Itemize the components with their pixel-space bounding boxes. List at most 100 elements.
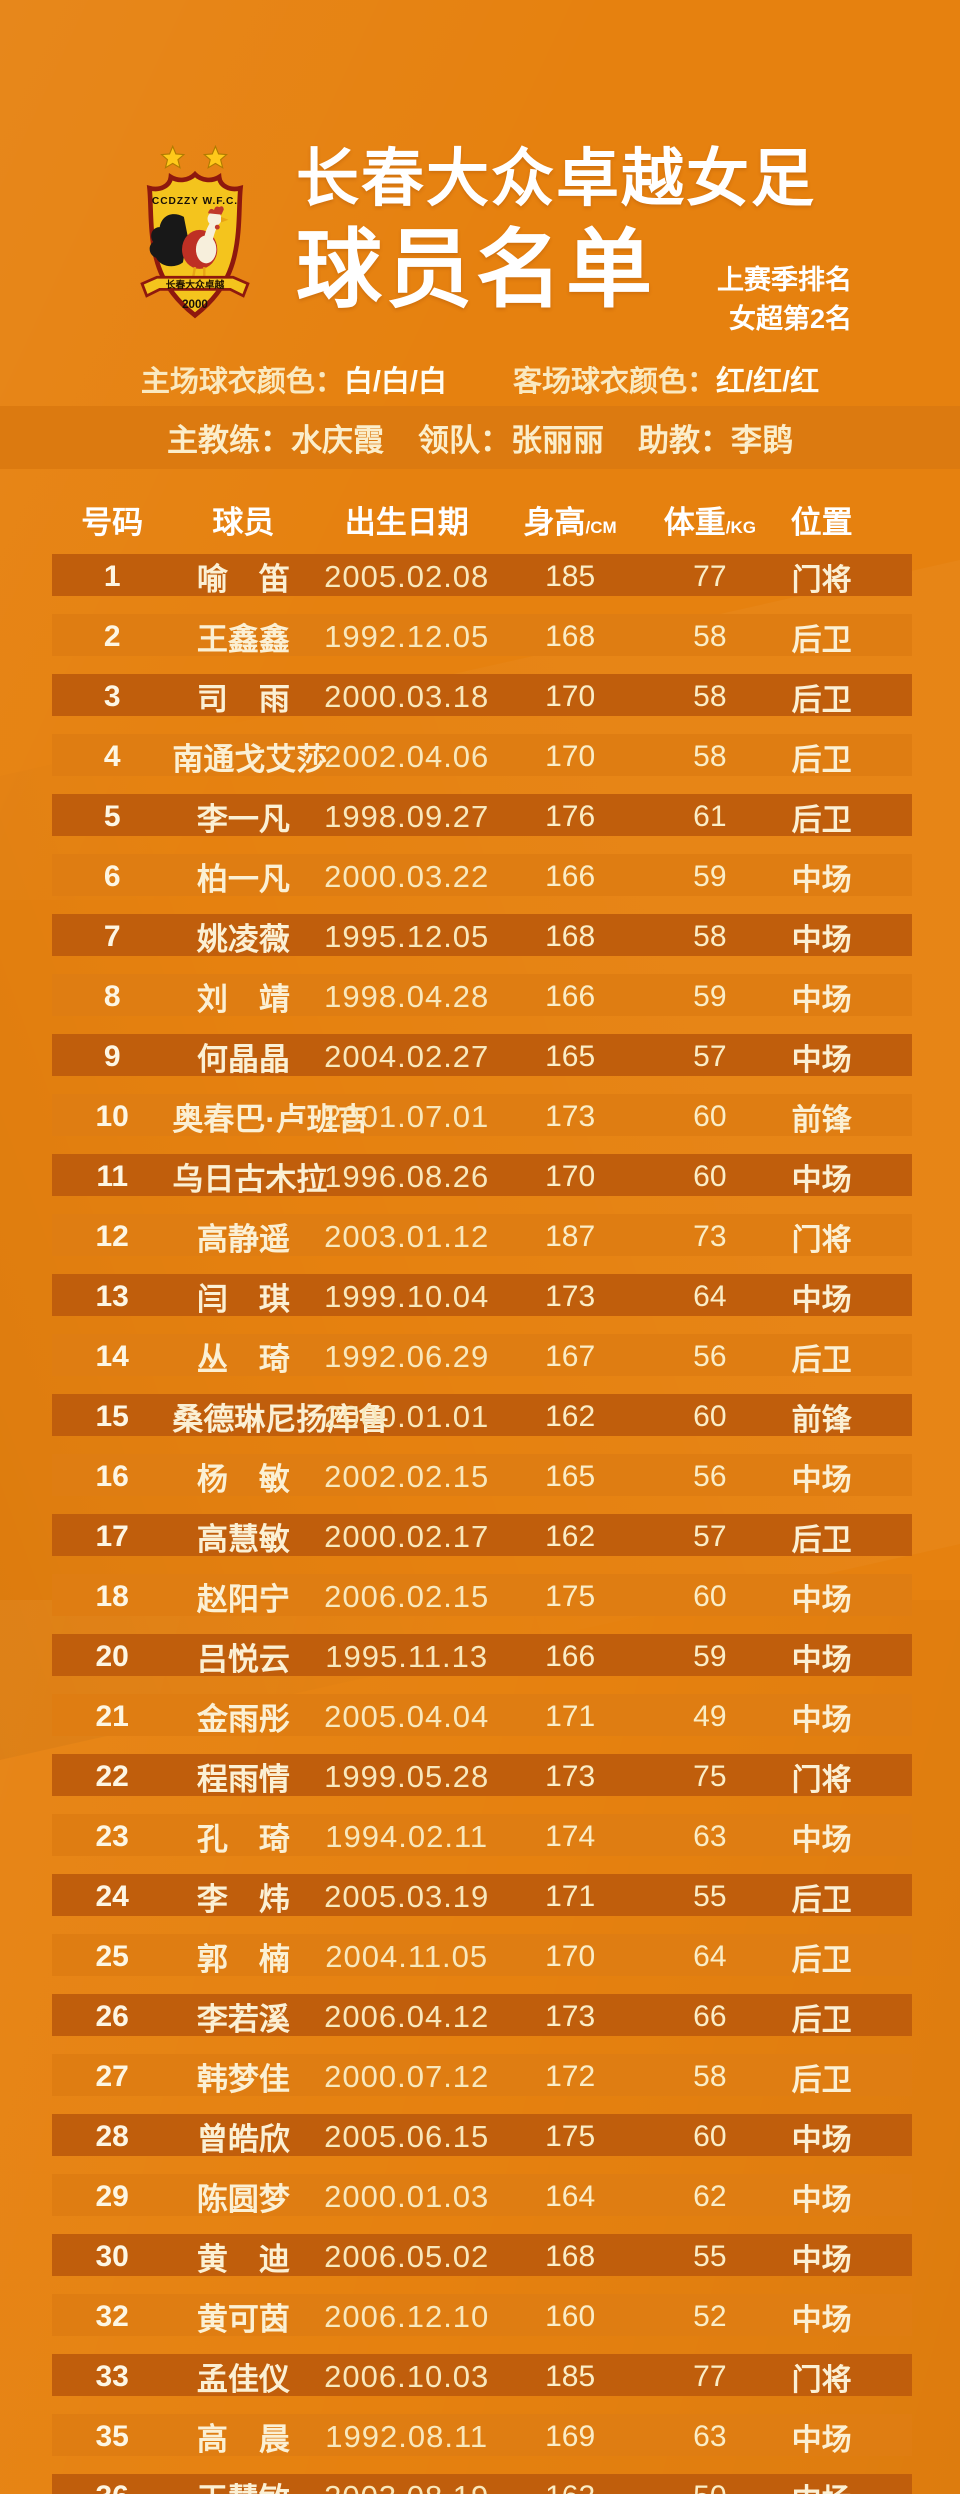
table-row: 17 高慧敏 2000.02.17 162 57 后卫 — [52, 1514, 912, 1557]
cell-position: 门将 — [791, 2363, 852, 2397]
cell-height: 171 — [545, 1879, 596, 1913]
cell-weight: 63 — [693, 1819, 727, 1853]
table-header: 号码 球员 出生日期 身高/CM 体重/KG 位置 — [52, 496, 912, 542]
cell-number: 21 — [95, 1699, 129, 1733]
table-row: 30 黄 迪 2006.05.02 168 55 中场 — [52, 2234, 912, 2277]
cell-player-name: 乌日古木拉 — [172, 1162, 328, 1197]
page-subtitle: 球员名单 — [296, 222, 656, 318]
cell-number: 33 — [95, 2359, 129, 2393]
cell-position: 前锋 — [791, 1403, 852, 1437]
cell-weight: 59 — [693, 859, 727, 893]
cell-player-name: 桑德琳尼扬库鲁 — [172, 1402, 390, 1437]
roster-table: 1 喻 笛 2005.02.08 185 77 门将 2 王鑫鑫 1992.12… — [52, 554, 912, 2494]
cell-weight: 52 — [693, 2299, 727, 2333]
cell-position: 中场 — [791, 1823, 852, 1857]
cell-weight: 59 — [693, 979, 727, 1013]
cell-player-name: 黄 迪 — [196, 2242, 290, 2277]
cell-number: 35 — [95, 2419, 129, 2453]
cell-weight: 58 — [693, 2059, 727, 2093]
cell-player-name: 王慧敏 — [172, 2474, 314, 2494]
cell-position: 中场 — [791, 1163, 852, 1197]
height-unit: /CM — [585, 517, 617, 537]
cell-player-name: 赵阳宁 — [196, 1582, 290, 1617]
cell-height: 170 — [545, 679, 596, 713]
cell-birthdate: 1999.10.04 — [324, 1278, 490, 1314]
cell-height: 170 — [545, 739, 596, 773]
cell-height: 176 — [545, 799, 596, 833]
cell-player-name: 孔 琦 — [196, 1822, 290, 1857]
cell-weight: 60 — [693, 1159, 727, 1193]
cell-position: 门将 — [791, 563, 852, 597]
cell-weight: 63 — [693, 2419, 727, 2453]
ranking-line1: 上赛季排名 — [717, 265, 852, 295]
cell-player-name: 陈圆梦 — [196, 2182, 290, 2217]
cell-number: 7 — [103, 919, 121, 953]
logo-banner-ribbon — [140, 275, 250, 298]
table-row: 28 曾皓欣 2005.06.15 175 60 中场 — [52, 2114, 912, 2157]
cell-player-name: 高慧敏 — [196, 1522, 290, 1557]
cell-birthdate: 2001.07.01 — [324, 1098, 490, 1134]
table-row: 5 李一凡 1998.09.27 176 61 后卫 — [52, 794, 912, 837]
cell-birthdate: 2004.11.05 — [325, 1938, 489, 1974]
cell-position: 门将 — [791, 1223, 852, 1257]
cell-number: 23 — [95, 1819, 129, 1853]
cell-number: 30 — [95, 2239, 129, 2273]
cell-player-name: 曾皓欣 — [196, 2122, 290, 2157]
table-row: 29 陈圆梦 2000.01.03 164 62 中场 — [52, 2174, 912, 2217]
table-row: 2 王鑫鑫 1992.12.05 168 58 后卫 — [52, 614, 912, 657]
cell-height: 173 — [545, 1759, 596, 1793]
cell-position: 后卫 — [791, 1883, 852, 1917]
cell-birthdate: 1999.05.28 — [324, 1758, 490, 1794]
cell-number: 14 — [95, 1339, 129, 1373]
col-header-dob: 出生日期 — [344, 504, 469, 540]
cell-number: 24 — [95, 1879, 129, 1913]
cell-number: 26 — [95, 1999, 129, 2033]
cell-position: 中场 — [791, 1643, 852, 1677]
cell-birthdate: 1994.02.11 — [325, 1818, 489, 1854]
cell-weight: 60 — [693, 1099, 727, 1133]
cell-number: 13 — [95, 1279, 129, 1313]
cell-birthdate: 2004.02.27 — [324, 1038, 490, 1074]
cell-player-name: 喻 笛 — [196, 562, 290, 597]
cell-number: 11 — [96, 1159, 129, 1193]
table-row: 18 赵阳宁 2006.02.15 175 60 中场 — [52, 1574, 912, 1617]
cell-position: 中场 — [791, 1463, 852, 1497]
cell-birthdate: 1998.09.27 — [324, 798, 490, 834]
cell-weight: 77 — [693, 2359, 727, 2393]
cell-weight: 58 — [693, 619, 727, 653]
cell-player-name: 闫 琪 — [196, 1282, 290, 1317]
table-row: 24 李 炜 2005.03.19 171 55 后卫 — [52, 1874, 912, 1917]
cell-weight: 64 — [693, 1279, 727, 1313]
assistant-coach: 助教：李鹍 — [638, 423, 793, 458]
cell-height: 168 — [545, 2239, 596, 2273]
cell-position: 后卫 — [791, 1943, 852, 1977]
cell-weight: 56 — [693, 1459, 727, 1493]
cell-player-name: 刘 靖 — [196, 982, 290, 1017]
table-row: 12 高静遥 2003.01.12 187 73 门将 — [52, 1214, 912, 1257]
cell-number: 22 — [95, 1759, 129, 1793]
cell-position: 中场 — [779, 2475, 865, 2494]
cell-position: 后卫 — [791, 2003, 852, 2037]
table-row: 35 高 晨 1992.08.11 169 63 中场 — [52, 2414, 912, 2457]
table-row: 6 柏一凡 2000.03.22 166 59 中场 — [52, 854, 912, 897]
cell-height: 165 — [545, 1459, 596, 1493]
weight-unit: /KG — [725, 517, 756, 537]
cell-number: 5 — [103, 799, 121, 833]
cell-birthdate: 2003.08.19 — [314, 2479, 499, 2494]
cell-position: 中场 — [791, 2303, 852, 2337]
cell-height: 170 — [545, 1939, 596, 1973]
table-row: 20 吕悦云 1995.11.13 166 59 中场 — [52, 1634, 912, 1677]
cell-player-name: 司 雨 — [196, 682, 290, 717]
cell-number: 3 — [103, 679, 121, 713]
cell-height: 166 — [545, 1639, 596, 1673]
cell-player-name: 李 炜 — [196, 1882, 290, 1917]
cell-height: 173 — [545, 1279, 596, 1313]
cell-number: 36 — [52, 2480, 172, 2494]
cell-position: 中场 — [791, 1703, 852, 1737]
cell-player-name: 吕悦云 — [196, 1642, 290, 1677]
table-row: 4 南通戈艾莎 2002.04.06 170 58 后卫 — [52, 734, 912, 777]
cell-player-name: 李一凡 — [196, 802, 290, 837]
cell-weight: 57 — [693, 1039, 727, 1073]
cell-birthdate: 2000.02.17 — [324, 1518, 490, 1554]
cell-height: 173 — [545, 1999, 596, 2033]
